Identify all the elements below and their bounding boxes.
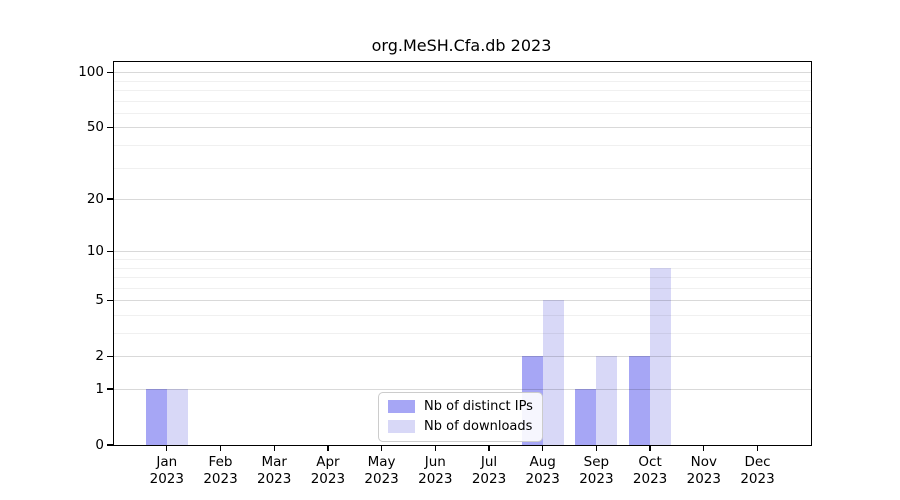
minor-gridline: [114, 333, 811, 335]
x-tick-mark: [542, 445, 544, 451]
x-tick-label-apr: Apr 2023: [288, 454, 368, 488]
y-tick-label: 0: [95, 436, 104, 453]
major-gridline: [114, 251, 811, 253]
x-tick-year: 2023: [418, 471, 453, 487]
minor-gridline: [114, 277, 811, 279]
legend-swatch-downloads: [388, 420, 415, 433]
y-tick-mark: [107, 71, 113, 73]
x-tick-mark: [703, 445, 705, 451]
legend-entry-distinct-ips: Nb of distinct IPs: [388, 399, 533, 414]
x-tick-year: 2023: [364, 471, 399, 487]
x-tick-label-oct: Oct 2023: [610, 454, 690, 488]
major-gridline: [114, 199, 811, 201]
bar-distinct-ips-oct: [629, 356, 651, 445]
x-tick-mark: [595, 445, 598, 451]
x-tick-year: 2023: [525, 471, 560, 487]
y-tick-mark: [107, 444, 113, 446]
minor-gridline: [114, 90, 811, 92]
major-gridline: [114, 72, 811, 74]
plot-area: 0 1 2 5 10 20 50 100 Jan 2023 Feb 2023 Mar 2023 Apr 202…: [78, 61, 812, 487]
x-tick-year: 2023: [579, 471, 614, 487]
x-tick-year: 2023: [203, 471, 238, 487]
x-tick-label-nov: Nov 2023: [664, 454, 744, 488]
x-tick-label-sep: Sep 2023: [556, 454, 636, 488]
x-tick-label-dec: Dec 2023: [718, 454, 798, 488]
bar-distinct-ips-jan: [145, 389, 167, 445]
bar-distinct-ips-sep: [575, 389, 597, 445]
major-gridline: [114, 300, 811, 302]
minor-gridline: [114, 259, 811, 260]
x-tick-label-feb: Feb 2023: [181, 454, 261, 488]
x-tick-label-mar: Mar 2023: [234, 454, 314, 488]
minor-gridline: [114, 80, 811, 82]
y-tick-label: 5: [95, 291, 104, 308]
x-tick-year: 2023: [740, 471, 775, 487]
minor-gridline: [114, 145, 811, 147]
major-gridline: [114, 389, 811, 390]
x-tick-mark: [434, 445, 436, 451]
bar-downloads-oct: [650, 267, 672, 445]
minor-gridline: [114, 100, 811, 102]
y-tick-label: 2: [95, 347, 104, 364]
x-tick-mark: [273, 445, 275, 451]
y-tick-label: 50: [86, 118, 104, 135]
y-tick-label: 20: [86, 190, 104, 207]
major-gridline: [114, 127, 811, 129]
x-tick-mark: [649, 445, 651, 451]
x-tick-year: 2023: [632, 471, 668, 487]
bar-downloads-jan: [166, 389, 188, 445]
x-tick-label-jul: Jul 2023: [449, 454, 529, 488]
x-tick-year: 2023: [257, 471, 292, 487]
y-tick-mark: [107, 250, 113, 252]
y-tick-label: 100: [78, 63, 104, 80]
y-tick-mark: [107, 126, 113, 129]
legend-label-downloads: Nb of downloads: [424, 419, 533, 434]
legend-swatch-distinct-ips: [388, 400, 415, 413]
x-tick-mark: [219, 445, 222, 451]
legend-entry-downloads: Nb of downloads: [388, 419, 533, 434]
x-tick-year: 2023: [310, 471, 346, 487]
x-tick-year: 2023: [149, 471, 184, 487]
bar-downloads-aug: [542, 300, 564, 445]
x-tick-mark: [327, 445, 329, 451]
y-tick-mark: [107, 299, 113, 301]
y-tick-label: 1: [95, 380, 104, 397]
major-gridline: [114, 356, 811, 358]
bar-downloads-sep: [596, 356, 618, 445]
legend: Nb of distinct IPs Nb of downloads: [378, 392, 543, 442]
x-tick-label-aug: Aug 2023: [503, 454, 583, 488]
x-tick-mark: [380, 445, 383, 451]
x-tick-year: 2023: [686, 471, 721, 487]
y-tick-mark: [107, 198, 113, 200]
x-tick-label-may: May 2023: [342, 454, 422, 488]
chart-title: org.MeSH.Cfa.db 2023: [371, 36, 552, 55]
y-tick-mark: [107, 355, 113, 357]
y-tick-mark: [107, 388, 113, 390]
x-tick-label-jan: Jan 2023: [127, 454, 207, 488]
x-tick-year: 2023: [471, 471, 507, 487]
x-tick-mark: [756, 445, 759, 451]
x-tick-label-jun: Jun 2023: [395, 454, 475, 488]
minor-gridline: [114, 167, 811, 169]
x-tick-mark: [166, 445, 168, 451]
minor-gridline: [114, 112, 811, 114]
x-tick-mark: [488, 445, 490, 451]
minor-gridline: [114, 314, 811, 316]
y-tick-label: 10: [86, 242, 104, 259]
legend-label-distinct-ips: Nb of distinct IPs: [424, 399, 533, 414]
minor-gridline: [114, 267, 811, 269]
minor-gridline: [114, 287, 811, 289]
